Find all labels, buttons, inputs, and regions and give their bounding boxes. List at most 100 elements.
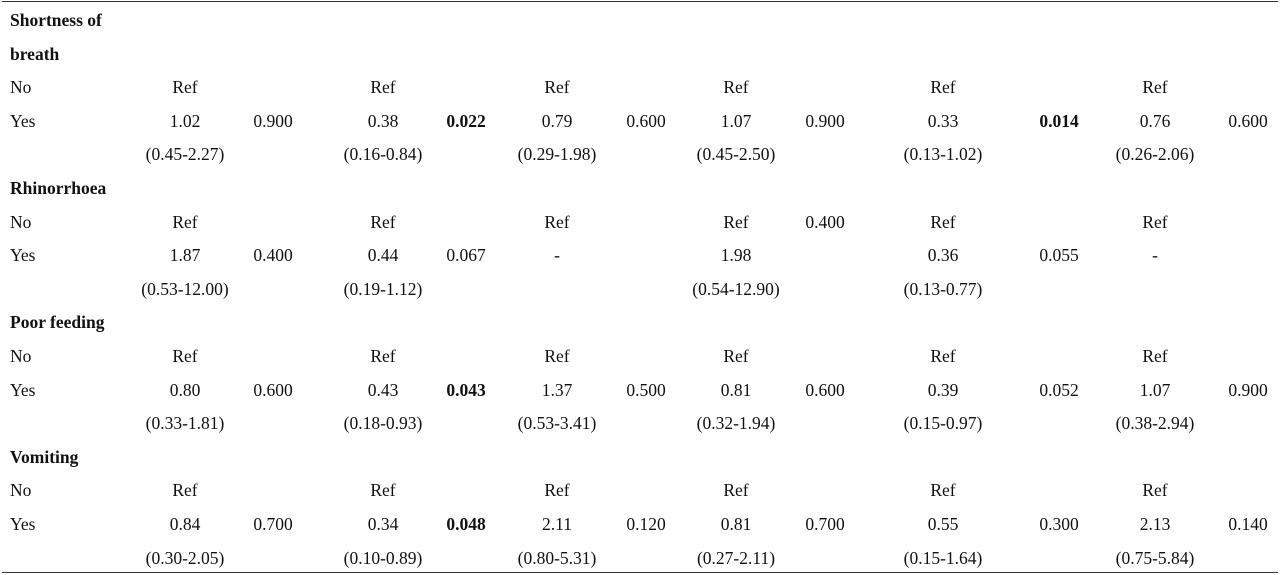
section-heading-row: Poor feeding (0, 305, 1280, 339)
odds-ratio-cell: Ref (544, 480, 570, 501)
odds-ratio-cell: Ref (370, 211, 396, 232)
odds-ratio-cell: Ref (1142, 346, 1168, 366)
odds-ratio-cell: 0.36 (927, 245, 959, 266)
p-value-cell: 0.900 (253, 110, 293, 131)
odds-ratio-cell: Ref (1142, 77, 1168, 98)
odds-ratio-cell: Ref (723, 480, 749, 501)
table-row: (0.33-1.81) (0.18-0.93) (0.53-3.41) (0.32-1… (0, 406, 1280, 440)
odds-ratio-cell: 0.44 (367, 245, 399, 266)
odds-ratio-cell: (0.38-2.94) (1115, 413, 1195, 434)
section-heading: breath (10, 43, 60, 64)
odds-ratio-cell: 0.81 (720, 514, 752, 534)
odds-ratio-cell: Ref (930, 211, 956, 232)
p-value-cell: 0.048 (446, 514, 486, 534)
odds-ratio-cell: (0.18-0.93) (343, 413, 423, 434)
odds-ratio-cell: (0.13-0.77) (903, 278, 983, 299)
p-value-cell: 0.043 (446, 379, 486, 400)
p-value-cell: 0.400 (253, 245, 293, 266)
p-value-cell: 0.600 (805, 379, 845, 400)
odds-ratio-cell: Ref (930, 77, 956, 98)
odds-ratio-cell: 0.38 (367, 110, 399, 131)
p-value-cell: 0.400 (805, 211, 845, 232)
odds-ratio-cell: (0.26-2.06) (1115, 144, 1195, 165)
odds-ratio-cell: 0.76 (1139, 110, 1171, 131)
section-heading: Shortness of (10, 10, 102, 30)
row-label: No (10, 346, 32, 366)
odds-ratio-cell: 1.37 (541, 379, 573, 400)
odds-ratio-cell: (0.53-3.41) (517, 413, 597, 434)
odds-ratio-cell: 2.11 (542, 514, 572, 534)
odds-ratio-cell: Ref (544, 346, 570, 366)
odds-ratio-cell: 2.13 (1139, 514, 1171, 534)
p-value-cell: 0.014 (1039, 110, 1079, 131)
row-label: Yes (10, 379, 36, 400)
p-value-cell: 0.055 (1039, 245, 1079, 266)
odds-ratio-cell: (0.75-5.84) (1115, 547, 1195, 568)
odds-ratio-cell: - (1152, 245, 1158, 266)
odds-ratio-cell: 1.98 (720, 245, 752, 266)
section-heading-row: breath (0, 37, 1280, 71)
odds-ratio-cell: 0.55 (927, 514, 959, 534)
p-value-cell: 0.600 (626, 110, 666, 131)
odds-ratio-cell: (0.33-1.81) (145, 413, 225, 434)
table-bottom-rule (2, 572, 1278, 573)
p-value-cell: 0.300 (1039, 514, 1079, 534)
table-row: Yes 1.02 0.38 0.79 1.07 0.33 0.76 0.900 0.022 0.6… (0, 104, 1280, 138)
section-heading: Poor feeding (10, 312, 105, 333)
odds-ratio-cell: Ref (172, 346, 198, 366)
odds-ratio-cell: (0.15-1.64) (903, 547, 983, 568)
odds-ratio-cell: Ref (723, 77, 749, 98)
p-value-cell: 0.900 (1228, 379, 1268, 400)
odds-ratio-cell: (0.16-0.84) (343, 144, 423, 165)
table-row: No Ref Ref Ref Ref Ref Ref 0.400 (0, 205, 1280, 239)
odds-ratio-cell: Ref (1142, 211, 1168, 232)
odds-ratio-cell: 0.81 (720, 379, 752, 400)
odds-ratio-cell: (0.19-1.12) (343, 278, 423, 299)
odds-ratio-cell: Ref (1142, 480, 1168, 501)
odds-ratio-cell: 1.02 (169, 110, 201, 131)
p-value-cell: 0.600 (1228, 110, 1268, 131)
odds-ratio-cell: (0.54-12.90) (692, 278, 780, 299)
row-label: Yes (10, 110, 36, 131)
odds-ratio-cell: Ref (544, 77, 570, 98)
odds-ratio-cell: Ref (723, 346, 749, 366)
odds-ratio-cell: - (554, 245, 560, 266)
odds-ratio-cell: 0.80 (169, 379, 201, 400)
row-label: Yes (10, 245, 36, 266)
p-value-cell: 0.700 (253, 514, 293, 534)
odds-ratio-cell: Ref (172, 480, 198, 501)
odds-ratio-cell: Ref (723, 211, 749, 232)
odds-ratio-cell: (0.53-12.00) (141, 278, 229, 299)
table-row: (0.53-12.00) (0.19-1.12) (0.54-12.90) (0.13… (0, 272, 1280, 306)
section-heading-row: Vomiting (0, 440, 1280, 474)
odds-ratio-cell: Ref (370, 77, 396, 98)
odds-ratio-cell: (0.45-2.50) (696, 144, 776, 165)
odds-ratio-cell: 0.34 (367, 514, 399, 534)
p-value-cell: 0.120 (626, 514, 666, 534)
odds-ratio-cell: 0.33 (927, 110, 959, 131)
table-row: Yes 0.84 0.34 2.11 0.81 0.55 2.13 0.700 0.048 0.1… (0, 507, 1280, 541)
row-label: No (10, 211, 32, 232)
table-row: No Ref Ref Ref Ref Ref Ref (0, 473, 1280, 507)
p-value-cell: 0.600 (253, 379, 293, 400)
odds-ratio-cell: 0.43 (367, 379, 399, 400)
p-value-cell: 0.067 (446, 245, 486, 266)
odds-ratio-cell: 1.07 (720, 110, 752, 131)
odds-ratio-cell: Ref (544, 211, 570, 232)
table-row: No Ref Ref Ref Ref Ref Ref (0, 339, 1280, 373)
odds-ratio-cell: 1.07 (1139, 379, 1171, 400)
p-value-cell: 0.900 (805, 110, 845, 131)
table-row: No Ref Ref Ref Ref Ref Ref (0, 70, 1280, 104)
odds-ratio-cell: Ref (172, 211, 198, 232)
section-heading: Vomiting (10, 446, 79, 467)
p-value-cell: 0.140 (1228, 514, 1268, 534)
odds-ratio-cell: 0.79 (541, 110, 573, 131)
row-label: No (10, 480, 32, 501)
odds-ratio-cell: (0.29-1.98) (517, 144, 597, 165)
odds-ratio-cell: Ref (930, 346, 956, 366)
odds-ratio-cell: Ref (370, 480, 396, 501)
odds-ratio-cell: (0.32-1.94) (696, 413, 776, 434)
odds-ratio-cell: (0.80-5.31) (517, 547, 597, 568)
odds-ratio-cell: Ref (930, 480, 956, 501)
odds-ratio-cell: (0.15-0.97) (903, 413, 983, 434)
